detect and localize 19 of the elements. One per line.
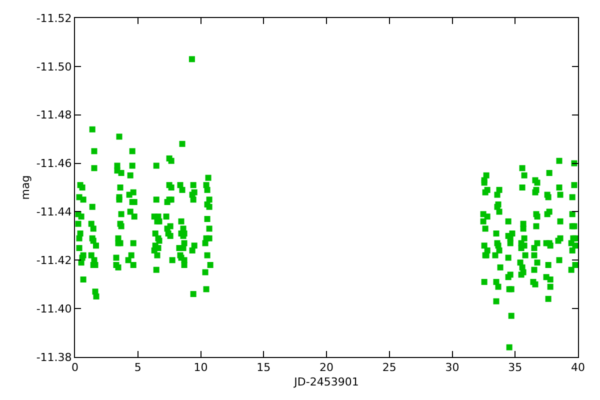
- x-tick-label: 10: [194, 361, 208, 374]
- y-axis-title: mag: [18, 175, 32, 200]
- y-tick-label: -11.42: [36, 254, 72, 267]
- x-tick-label: 5: [134, 361, 142, 374]
- y-tick-label: -11.46: [36, 157, 72, 170]
- y-tick-label: -11.52: [36, 12, 72, 25]
- x-tick-label: 0: [72, 361, 78, 374]
- y-tick-label: -11.50: [36, 60, 72, 74]
- y-tick-label: -11.44: [36, 206, 72, 219]
- y-tick-label: -11.48: [36, 108, 72, 122]
- x-tick-label: 40: [571, 361, 585, 374]
- x-tick-label: 20: [320, 361, 334, 374]
- x-tick-label: 35: [508, 361, 522, 374]
- x-tick-label: 15: [256, 361, 271, 374]
- x-axis-title: JD-2453901: [293, 375, 359, 388]
- y-tick-label: -11.40: [36, 302, 72, 316]
- y-tick-label: -11.38: [36, 350, 72, 364]
- x-tick-label: 30: [445, 361, 460, 374]
- x-tick-label: 25: [382, 361, 396, 374]
